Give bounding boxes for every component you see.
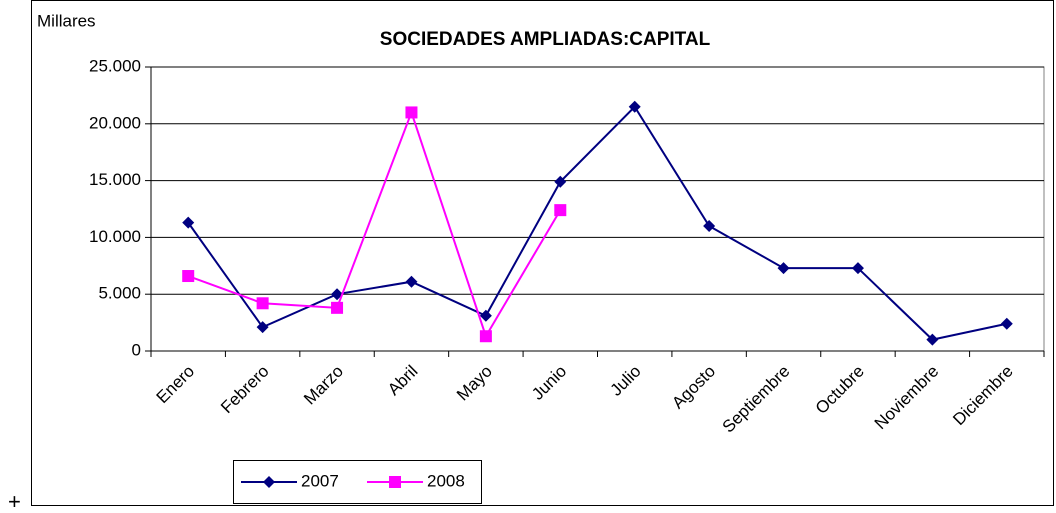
marker [777, 262, 790, 275]
y-tick-label: 10.000 [89, 227, 141, 246]
marker [405, 275, 418, 288]
marker [479, 330, 492, 343]
y-tick-label: 5.000 [98, 284, 141, 303]
series-line [187, 105, 1007, 341]
marker [256, 297, 269, 310]
marker [851, 262, 864, 275]
plot-area [150, 66, 1045, 352]
y-tick-label: 20.000 [89, 113, 141, 132]
y-axis-label: Millares [37, 11, 96, 30]
marker [554, 175, 567, 188]
marker [331, 301, 344, 314]
marker [405, 106, 418, 119]
marker [479, 309, 492, 322]
marker [256, 321, 269, 334]
chart-title: SOCIEDADES AMPLIADAS:CAPITAL [380, 29, 711, 50]
y-tick-label: 25.000 [89, 56, 141, 75]
legend-label: 2007 [301, 471, 339, 490]
corner-mark: + [8, 489, 21, 513]
legend-label: 2008 [427, 471, 465, 490]
marker [703, 220, 716, 233]
legend-marker [263, 476, 275, 488]
marker [182, 270, 195, 283]
y-tick-label: 15.000 [89, 170, 141, 189]
marker [628, 100, 641, 113]
marker [182, 216, 195, 229]
y-tick-label: 0 [132, 340, 141, 359]
marker [926, 333, 939, 346]
legend-marker [389, 476, 401, 488]
series-line [187, 109, 562, 339]
marker [1000, 317, 1013, 330]
marker [554, 204, 567, 217]
